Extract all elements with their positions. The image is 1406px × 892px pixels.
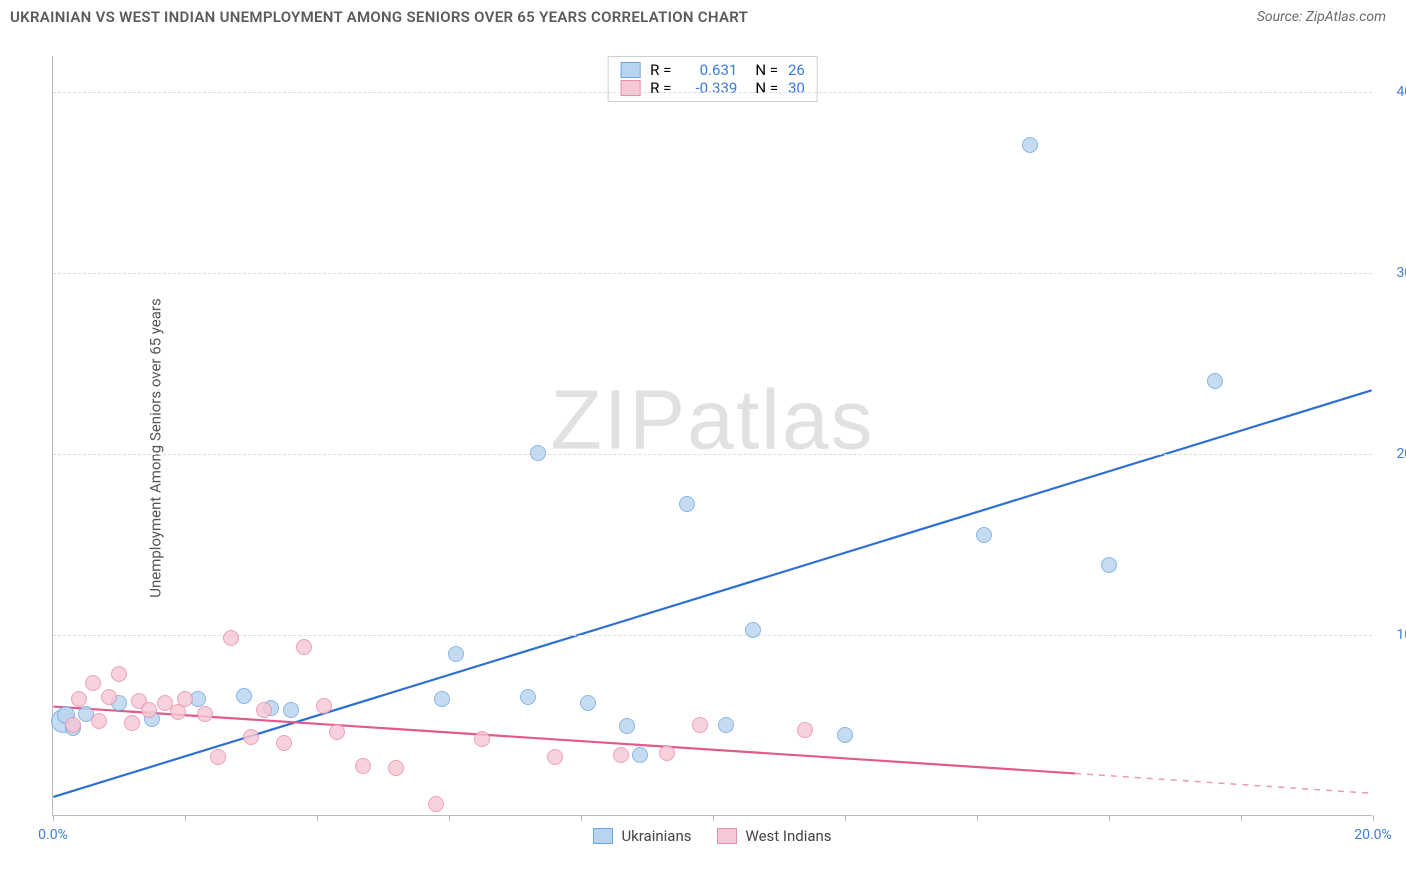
data-point: [619, 718, 635, 734]
correlation-legend: R = 0.631 N = 26 R = -0.339 N = 30: [607, 56, 818, 102]
data-point: [65, 717, 81, 733]
data-point: [428, 796, 444, 812]
data-point: [547, 749, 563, 765]
data-point: [355, 758, 371, 774]
trend-line-dashed: [1075, 773, 1372, 793]
data-point: [580, 695, 596, 711]
data-point: [520, 689, 536, 705]
watermark-bold: ZIP: [550, 373, 687, 467]
legend-label: Ukrainians: [621, 827, 691, 845]
data-point: [71, 691, 87, 707]
correlation-legend-row: R = 0.631 N = 26: [620, 61, 805, 79]
n-value: 30: [788, 79, 805, 97]
x-tick-mark: [1109, 815, 1110, 821]
plot-region: ZIPatlas R =0.631N =26R =-0.339N =30 Ukr…: [52, 56, 1372, 816]
x-tick-mark: [53, 815, 54, 821]
data-point: [632, 747, 648, 763]
data-point: [111, 666, 127, 682]
legend-swatch: [593, 828, 613, 844]
gridline-h: [53, 92, 1372, 93]
x-tick-mark: [1241, 815, 1242, 821]
y-tick-label: 20.0%: [1379, 446, 1406, 462]
chart-area: Unemployment Among Seniors over 65 years…: [0, 38, 1406, 858]
data-point: [296, 639, 312, 655]
x-tick-mark: [1373, 815, 1374, 821]
data-point: [976, 527, 992, 543]
x-tick-mark: [185, 815, 186, 821]
x-tick-label: 20.0%: [1354, 827, 1392, 843]
data-point: [1101, 557, 1117, 573]
x-tick-mark: [317, 815, 318, 821]
watermark-thin: atlas: [687, 373, 874, 467]
y-tick-label: 40.0%: [1379, 84, 1406, 100]
data-point: [197, 706, 213, 722]
x-tick-mark: [713, 815, 714, 821]
gridline-h: [53, 273, 1372, 274]
correlation-legend-row: R = -0.339 N = 30: [620, 79, 805, 97]
y-tick-label: 30.0%: [1379, 265, 1406, 281]
data-point: [276, 735, 292, 751]
data-point: [797, 722, 813, 738]
data-point: [91, 713, 107, 729]
gridline-h: [53, 454, 1372, 455]
data-point: [388, 760, 404, 776]
data-point: [613, 747, 629, 763]
gridline-h: [53, 635, 1372, 636]
data-point: [474, 731, 490, 747]
data-point: [659, 745, 675, 761]
data-point: [124, 715, 140, 731]
y-tick-label: 10.0%: [1379, 627, 1406, 643]
data-point: [329, 724, 345, 740]
data-point: [692, 717, 708, 733]
data-point: [141, 702, 157, 718]
data-point: [1022, 137, 1038, 153]
legend-swatch: [717, 828, 737, 844]
x-tick-mark: [977, 815, 978, 821]
data-point: [283, 702, 299, 718]
trend-lines-svg: [53, 56, 1372, 815]
data-point: [256, 702, 272, 718]
legend-item: West Indians: [717, 827, 831, 845]
r-label: R =: [650, 61, 671, 79]
data-point: [1207, 373, 1223, 389]
n-value: 26: [788, 61, 805, 79]
data-point: [316, 698, 332, 714]
legend-item: Ukrainians: [593, 827, 691, 845]
series-legend: Ukrainians West Indians: [53, 827, 1372, 845]
data-point: [530, 445, 546, 461]
r-value: 0.631: [681, 61, 737, 79]
legend-label: West Indians: [745, 827, 831, 845]
legend-swatch: [620, 80, 640, 96]
x-tick-mark: [449, 815, 450, 821]
data-point: [236, 688, 252, 704]
data-point: [679, 496, 695, 512]
data-point: [745, 622, 761, 638]
legend-swatch: [620, 62, 640, 78]
data-point: [223, 630, 239, 646]
data-point: [718, 717, 734, 733]
data-point: [85, 675, 101, 691]
x-tick-mark: [845, 815, 846, 821]
r-value: -0.339: [681, 79, 737, 97]
data-point: [101, 689, 117, 705]
data-point: [243, 729, 259, 745]
data-point: [434, 691, 450, 707]
data-point: [448, 646, 464, 662]
x-tick-mark: [581, 815, 582, 821]
r-label: R =: [650, 79, 671, 97]
data-point: [177, 691, 193, 707]
x-tick-label: 0.0%: [38, 827, 68, 843]
data-point: [837, 727, 853, 743]
n-label: N =: [755, 61, 778, 79]
source-attribution: Source: ZipAtlas.com: [1257, 9, 1386, 25]
n-label: N =: [755, 79, 778, 97]
data-point: [210, 749, 226, 765]
chart-title: UKRAINIAN VS WEST INDIAN UNEMPLOYMENT AM…: [10, 8, 748, 26]
